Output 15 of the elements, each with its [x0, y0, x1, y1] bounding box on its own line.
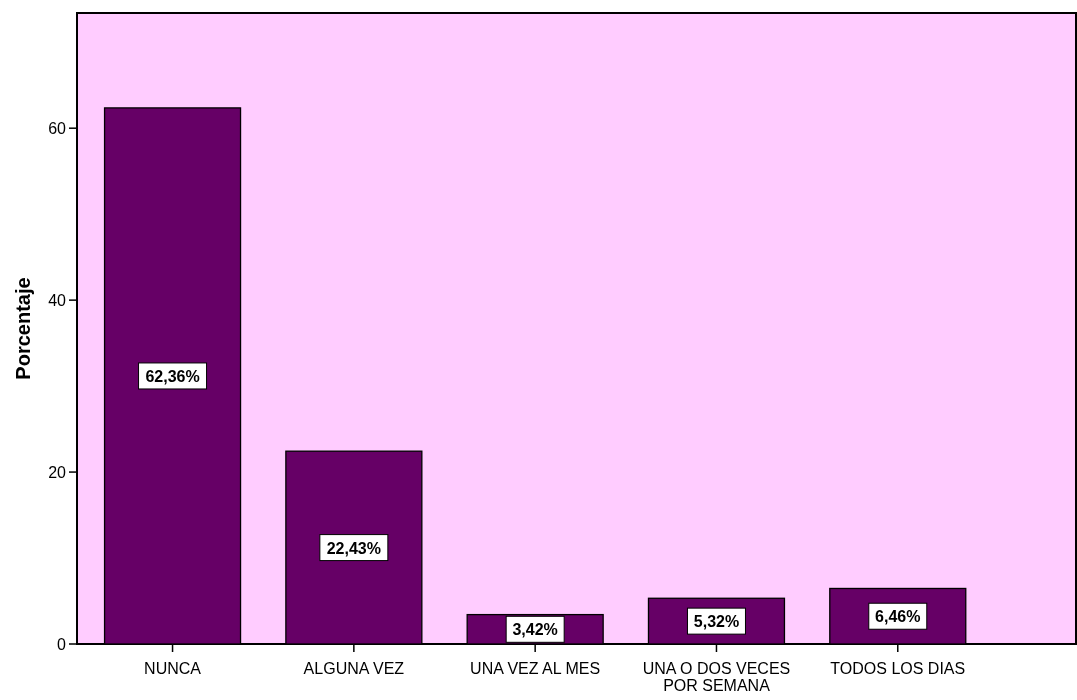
data-label: 6,46%: [875, 608, 921, 626]
y-axis-title: Porcentaje: [12, 277, 34, 380]
y-tick-label: 0: [57, 636, 67, 653]
data-label: 62,36%: [145, 367, 200, 385]
data-label: 5,32%: [693, 613, 740, 631]
x-tick-label: UNA O DOS VECES POR SEMANA: [642, 660, 791, 694]
data-label: 3,42%: [512, 621, 558, 639]
x-tick-label: UNA VEZ AL MES: [470, 660, 601, 677]
y-tick-label: 20: [48, 464, 67, 482]
y-tick-label: 40: [48, 292, 67, 310]
x-tick-label: ALGUNA VEZ: [303, 660, 405, 677]
x-tick-label: NUNCA: [144, 660, 202, 677]
data-label: 22,43%: [326, 539, 381, 557]
y-tick-label: 60: [48, 120, 67, 138]
x-tick-label: TODOS LOS DIAS: [830, 660, 966, 677]
